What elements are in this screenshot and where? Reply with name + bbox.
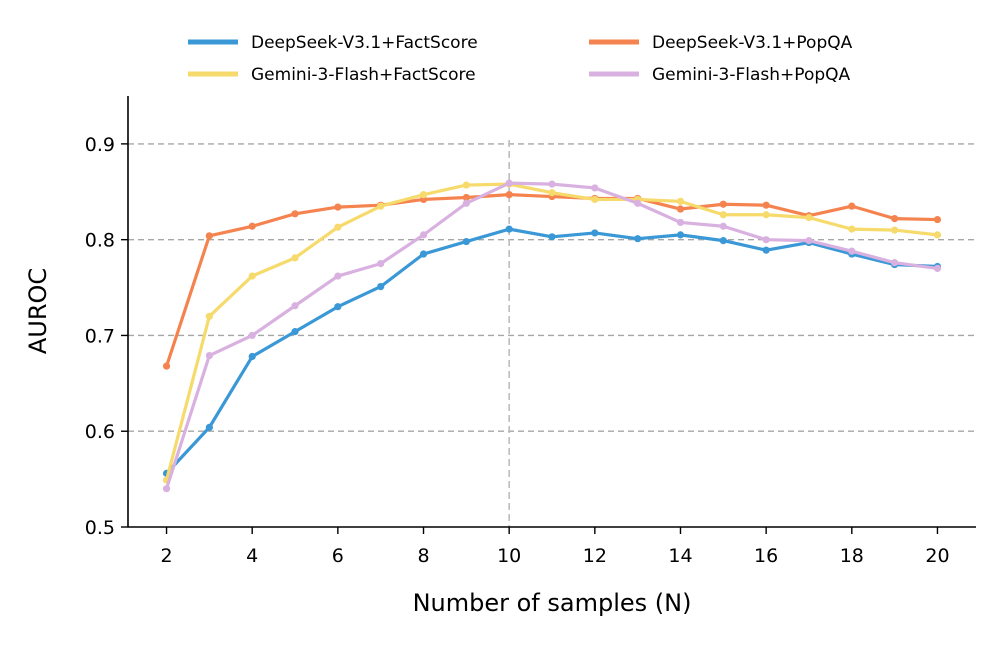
data-point [676,231,685,239]
data-point [505,191,513,199]
ticks: 0.5 0.6 0.7 0.8 0.9 2 4 6 8 10 12 14 16 18 20 [85,134,950,567]
data-point [334,303,342,311]
data-point [591,195,599,204]
data-point [462,199,470,207]
data-point [377,282,385,291]
data-point [848,202,856,210]
data-point [933,231,942,239]
x-tick-label: 20 [925,545,949,567]
data-point [805,237,813,245]
legend-label: DeepSeek-V3.1+FactScore [251,33,478,53]
legend-entry: Gemini-3-Flash+FactScore [188,65,476,85]
series-2 [162,191,942,370]
data-point [291,302,299,310]
legend: DeepSeek-V3.1+FactScore DeepSeek-V3.1+Pop… [188,33,853,85]
y-tick-label: 0.9 [85,134,115,156]
data-point [419,231,428,239]
data-point [634,235,642,243]
x-tick-label: 2 [160,545,172,567]
data-point [205,423,213,431]
legend-entry: Gemini-3-Flash+PopQA [589,65,851,85]
legend-label: Gemini-3-Flash+FactScore [251,65,476,85]
x-tick-label: 4 [246,545,258,567]
data-point [248,331,256,340]
y-axis-title: AUROC [24,268,52,354]
data-point [848,247,856,255]
data-point [891,259,899,267]
data-point [676,205,685,213]
data-point [891,214,899,223]
data-point [719,211,727,219]
data-point [291,254,299,262]
data-point [248,222,256,230]
data-point [762,246,770,254]
data-point [291,210,299,218]
x-tick-label: 8 [417,545,429,567]
data-point [248,352,256,361]
data-point [548,233,556,241]
data-point [462,181,470,189]
data-point [548,180,556,188]
data-point [505,179,513,187]
legend-entry: DeepSeek-V3.1+FactScore [188,33,478,53]
data-point [462,193,470,202]
x-tick-label: 6 [332,545,344,567]
data-point [933,215,942,224]
series-4 [162,179,942,493]
y-tick-label: 0.7 [85,325,115,347]
series-3 [162,180,942,484]
data-point [719,200,727,208]
legend-label: Gemini-3-Flash+PopQA [652,65,851,85]
data-point [419,191,428,199]
x-axis-title: Number of samples (N) [413,589,692,617]
data-point [205,312,213,320]
series-line [164,182,940,482]
data-point [591,229,599,237]
data-point [334,223,342,231]
data-point [933,264,942,272]
data-point [719,222,727,230]
y-tick-label: 0.6 [85,421,115,443]
data-point [676,218,685,227]
data-point [891,226,899,234]
x-tick-label: 16 [754,545,778,567]
data-point [334,203,342,211]
data-point [162,485,171,493]
series-line [164,227,940,475]
data-point [205,232,213,240]
x-tick-label: 18 [840,545,864,567]
series-layer [162,179,942,493]
data-point [719,237,727,245]
legend-label: DeepSeek-V3.1+PopQA [652,33,853,53]
data-point [762,201,770,209]
data-point [848,225,856,233]
data-point [762,236,770,244]
data-point [334,272,342,280]
legend-entry: DeepSeek-V3.1+PopQA [589,33,853,53]
data-point [377,202,385,210]
y-tick-label: 0.5 [85,517,115,539]
data-point [548,189,556,197]
data-point [205,351,213,360]
y-tick-label: 0.8 [85,230,115,252]
data-point [762,211,770,219]
data-point [419,250,428,258]
data-point [462,237,470,246]
data-point [676,197,685,205]
x-tick-label: 14 [668,545,692,567]
x-tick-label: 10 [497,545,521,567]
data-point [805,214,813,222]
data-point [377,260,385,268]
x-tick-label: 12 [583,545,607,567]
axes [127,96,976,528]
data-point [248,272,256,280]
data-point [291,328,299,336]
data-point [162,362,171,370]
data-point [505,225,513,233]
data-point [634,199,642,207]
data-point [591,184,599,192]
